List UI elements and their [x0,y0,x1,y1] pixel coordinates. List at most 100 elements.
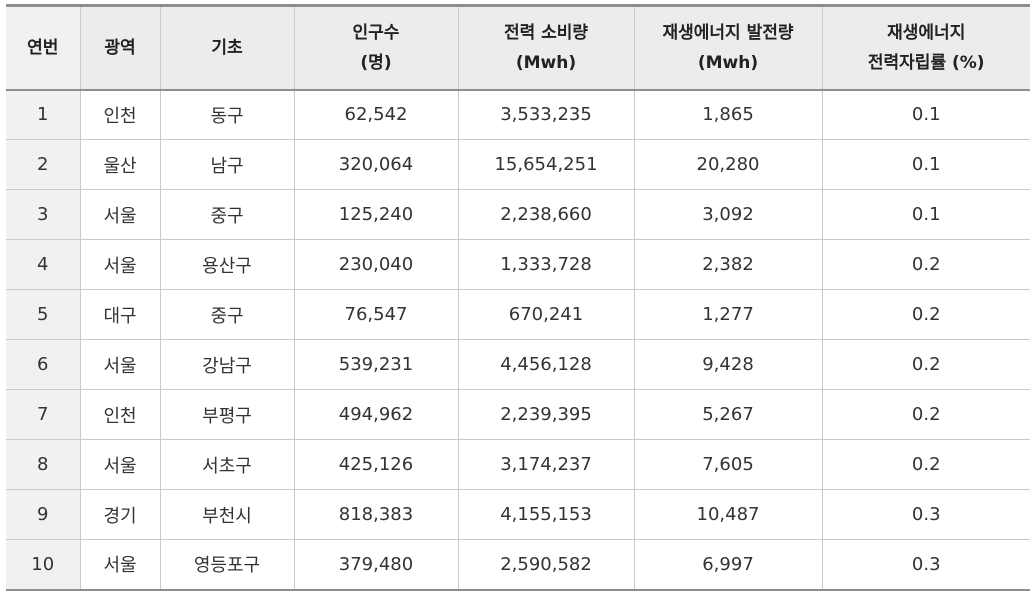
header-consumption-unit: (Mwh) [515,52,577,73]
header-consumption-label: 전력 소비량 [503,22,589,43]
cell-generation: 3,092 [633,189,823,240]
data-table-container: 연번 광역 기초 인구수 (명) 전력 소비량 (Mwh) 재생에너지 발전량 [6,4,1030,591]
cell-population: 425,126 [293,439,459,490]
cell-district: 중구 [159,189,295,240]
cell-generation: 6,997 [633,539,823,590]
header-self-sufficiency-label: 재생에너지 [887,22,966,43]
table-row: 1 인천 동구 62,542 3,533,235 1,865 0.1 [6,89,1030,140]
cell-district: 영등포구 [159,539,295,590]
cell-district: 부평구 [159,389,295,440]
cell-population: 539,231 [293,339,459,390]
table-row: 8 서울 서초구 425,126 3,174,237 7,605 0.2 [6,439,1030,490]
cell-self-sufficiency: 0.2 [821,439,1030,490]
cell-district: 남구 [159,139,295,190]
cell-region: 서울 [79,439,161,490]
cell-generation: 1,277 [633,289,823,340]
header-population: 인구수 (명) [293,5,459,91]
cell-self-sufficiency: 0.2 [821,239,1030,290]
cell-district: 서초구 [159,439,295,490]
cell-rank: 5 [6,289,81,340]
cell-consumption: 2,239,395 [457,389,635,440]
header-region-label: 광역 [104,37,136,58]
cell-consumption: 4,456,128 [457,339,635,390]
cell-self-sufficiency: 0.2 [821,339,1030,390]
cell-consumption: 1,333,728 [457,239,635,290]
cell-district: 부천시 [159,489,295,540]
header-region: 광역 [79,5,161,91]
cell-consumption: 2,238,660 [457,189,635,240]
cell-consumption: 15,654,251 [457,139,635,190]
table-row: 2 울산 남구 320,064 15,654,251 20,280 0.1 [6,139,1030,190]
cell-region: 인천 [79,389,161,440]
cell-consumption: 3,174,237 [457,439,635,490]
cell-self-sufficiency: 0.2 [821,289,1030,340]
cell-generation: 2,382 [633,239,823,290]
cell-region: 대구 [79,289,161,340]
header-consumption: 전력 소비량 (Mwh) [457,5,635,91]
cell-population: 62,542 [293,89,459,140]
cell-population: 320,064 [293,139,459,190]
cell-self-sufficiency: 0.1 [821,89,1030,140]
cell-self-sufficiency: 0.2 [821,389,1030,440]
cell-region: 경기 [79,489,161,540]
header-district-label: 기초 [211,37,243,58]
cell-generation: 9,428 [633,339,823,390]
table-row: 3 서울 중구 125,240 2,238,660 3,092 0.1 [6,189,1030,240]
cell-self-sufficiency: 0.3 [821,539,1030,590]
header-rank-label: 연번 [27,37,59,58]
cell-self-sufficiency: 0.1 [821,189,1030,240]
cell-consumption: 3,533,235 [457,89,635,140]
header-self-sufficiency: 재생에너지 전력자립률 (%) [821,5,1030,91]
cell-population: 230,040 [293,239,459,290]
table-header: 연번 광역 기초 인구수 (명) 전력 소비량 (Mwh) 재생에너지 발전량 [6,5,1030,91]
cell-rank: 6 [6,339,81,390]
cell-self-sufficiency: 0.1 [821,139,1030,190]
cell-population: 494,962 [293,389,459,440]
cell-population: 818,383 [293,489,459,540]
table-row: 4 서울 용산구 230,040 1,333,728 2,382 0.2 [6,239,1030,290]
cell-rank: 9 [6,489,81,540]
cell-district: 강남구 [159,339,295,390]
header-generation-label: 재생에너지 발전량 [662,22,794,43]
cell-consumption: 2,590,582 [457,539,635,590]
cell-generation: 20,280 [633,139,823,190]
cell-rank: 1 [6,89,81,140]
table-row: 9 경기 부천시 818,383 4,155,153 10,487 0.3 [6,489,1030,540]
cell-self-sufficiency: 0.3 [821,489,1030,540]
cell-rank: 3 [6,189,81,240]
cell-region: 울산 [79,139,161,190]
cell-generation: 7,605 [633,439,823,490]
cell-rank: 10 [6,539,81,590]
header-population-label: 인구수 [352,22,400,43]
cell-consumption: 4,155,153 [457,489,635,540]
header-row: 연번 광역 기초 인구수 (명) 전력 소비량 (Mwh) 재생에너지 발전량 [6,5,1030,91]
table-row: 5 대구 중구 76,547 670,241 1,277 0.2 [6,289,1030,340]
cell-region: 서울 [79,189,161,240]
cell-generation: 10,487 [633,489,823,540]
header-district: 기초 [159,5,295,91]
cell-population: 125,240 [293,189,459,240]
cell-population: 76,547 [293,289,459,340]
table-row: 10 서울 영등포구 379,480 2,590,582 6,997 0.3 [6,539,1030,590]
header-generation-unit: (Mwh) [697,52,759,73]
header-self-sufficiency-unit: 전력자립률 (%) [867,52,985,73]
cell-district: 용산구 [159,239,295,290]
header-rank: 연번 [6,5,81,91]
header-population-unit: (명) [360,52,392,73]
cell-region: 서울 [79,539,161,590]
table-row: 6 서울 강남구 539,231 4,456,128 9,428 0.2 [6,339,1030,390]
cell-generation: 5,267 [633,389,823,440]
cell-rank: 8 [6,439,81,490]
cell-region: 서울 [79,239,161,290]
cell-district: 중구 [159,289,295,340]
cell-consumption: 670,241 [457,289,635,340]
cell-district: 동구 [159,89,295,140]
cell-rank: 2 [6,139,81,190]
header-generation: 재생에너지 발전량 (Mwh) [633,5,823,91]
cell-generation: 1,865 [633,89,823,140]
table-body: 1 인천 동구 62,542 3,533,235 1,865 0.1 2 울산 … [6,89,1030,590]
cell-population: 379,480 [293,539,459,590]
cell-rank: 4 [6,239,81,290]
cell-region: 서울 [79,339,161,390]
table-row: 7 인천 부평구 494,962 2,239,395 5,267 0.2 [6,389,1030,440]
